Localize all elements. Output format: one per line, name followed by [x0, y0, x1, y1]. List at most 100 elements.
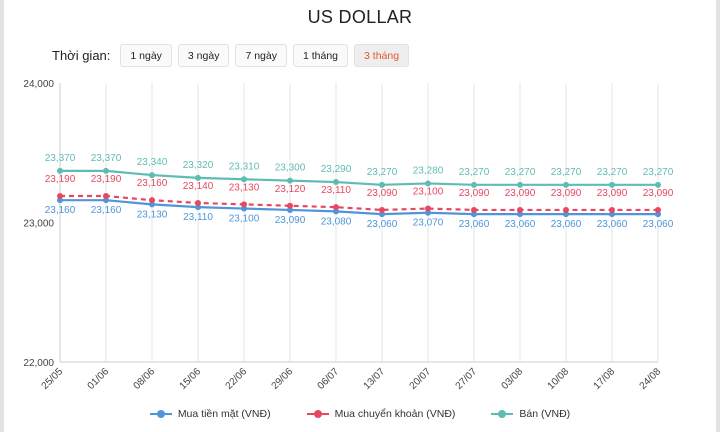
data-point-series-1	[563, 206, 569, 213]
legend-item-sell[interactable]: Bán (VNĐ)	[491, 408, 570, 420]
series-line-2	[60, 169, 658, 186]
data-label-series-1: 23,110	[321, 185, 351, 196]
data-point-series-1	[57, 192, 63, 199]
data-point-series-1	[517, 206, 523, 213]
page-title: US DOLLAR	[307, 7, 413, 27]
period-button-1-month[interactable]: 1 tháng	[292, 44, 349, 67]
period-button-3-months[interactable]: 3 tháng	[354, 44, 410, 67]
data-label-series-0: 23,060	[551, 219, 582, 230]
legend-swatch-cash-buy	[149, 410, 172, 418]
data-label-series-2: 23,300	[275, 163, 306, 174]
y-tick-label: 23,000	[23, 219, 54, 230]
data-label-series-2: 23,310	[229, 161, 260, 172]
data-label-series-2: 23,270	[505, 167, 536, 178]
data-point-series-0	[103, 197, 109, 204]
data-point-series-1	[103, 192, 109, 199]
legend-swatch-transfer-buy	[306, 410, 329, 418]
data-label-series-2: 23,270	[643, 167, 674, 178]
data-point-series-0	[241, 205, 247, 212]
y-tick-label: 22,000	[23, 358, 54, 369]
x-tick-label: 01/06	[86, 366, 112, 392]
data-label-series-2: 23,290	[321, 164, 352, 175]
data-label-series-1: 23,090	[367, 188, 398, 199]
data-point-series-2	[471, 181, 477, 188]
data-point-series-0	[425, 209, 431, 216]
data-point-series-1	[287, 202, 293, 209]
data-label-series-1: 23,090	[597, 188, 628, 199]
data-point-series-1	[241, 201, 247, 208]
data-label-series-1: 23,140	[183, 181, 214, 192]
legend-item-cash-buy[interactable]: Mua tiền mặt (VNĐ)	[149, 408, 271, 420]
period-button-3-days[interactable]: 3 ngày	[177, 44, 230, 67]
data-point-series-2	[149, 172, 155, 179]
period-button-7-days[interactable]: 7 ngày	[235, 44, 287, 67]
data-point-series-1	[425, 205, 431, 212]
x-tick-label: 03/08	[500, 366, 526, 392]
data-label-series-0: 23,060	[459, 219, 490, 230]
x-tick-label: 29/06	[270, 366, 296, 392]
x-tick-label: 10/08	[546, 366, 572, 392]
x-tick-label: 27/07	[454, 366, 480, 392]
data-label-series-1: 23,090	[505, 188, 536, 199]
period-selector: Thời gian: 1 ngày 3 ngày 7 ngày 1 tháng …	[52, 44, 410, 67]
data-label-series-1: 23,190	[45, 174, 76, 185]
data-label-series-2: 23,270	[551, 167, 582, 178]
data-point-series-0	[379, 211, 385, 218]
series-line-0	[60, 199, 658, 216]
data-point-series-2	[287, 177, 293, 184]
data-point-series-2	[517, 181, 523, 188]
data-point-series-1	[149, 197, 155, 204]
data-point-series-0	[57, 197, 63, 204]
data-point-series-2	[195, 174, 201, 181]
data-point-series-1	[379, 206, 385, 213]
data-point-series-2	[425, 180, 431, 187]
data-label-series-1: 23,090	[459, 188, 490, 199]
x-tick-label: 17/08	[592, 366, 618, 392]
data-label-series-0: 23,160	[45, 205, 76, 216]
data-label-series-1: 23,160	[137, 178, 168, 189]
y-tick-label: 24,000	[23, 79, 54, 90]
x-tick-label: 22/06	[224, 366, 250, 392]
x-tick-label: 13/07	[362, 366, 388, 392]
x-tick-label: 06/07	[316, 366, 342, 392]
data-label-series-2: 23,370	[45, 153, 76, 164]
legend-swatch-sell	[491, 410, 514, 418]
data-point-series-0	[609, 211, 615, 218]
data-label-series-0: 23,130	[137, 209, 168, 220]
x-tick-label: 20/07	[408, 366, 434, 392]
data-point-series-2	[379, 181, 385, 188]
data-point-series-2	[655, 181, 661, 188]
data-label-series-2: 23,270	[597, 167, 628, 178]
legend-label-sell: Bán (VNĐ)	[519, 408, 571, 420]
series-line-1	[60, 194, 658, 212]
data-label-series-1: 23,190	[91, 174, 122, 185]
period-button-1-day[interactable]: 1 ngày	[120, 44, 172, 67]
data-label-series-2: 23,340	[137, 157, 168, 168]
data-point-series-0	[333, 208, 339, 215]
data-label-series-0: 23,060	[597, 219, 628, 230]
data-point-series-1	[609, 206, 615, 213]
data-label-series-0: 23,060	[505, 219, 536, 230]
legend-label-transfer-buy: Mua chuyển khoản (VNĐ)	[334, 408, 456, 420]
data-point-series-2	[103, 167, 109, 174]
data-label-series-0: 23,100	[229, 214, 260, 225]
data-point-series-2	[333, 179, 339, 186]
data-label-series-0: 23,060	[367, 219, 398, 230]
data-label-series-0: 23,060	[643, 219, 674, 230]
data-point-series-2	[609, 181, 615, 188]
x-tick-label: 15/06	[178, 366, 204, 392]
data-label-series-2: 23,270	[459, 167, 490, 178]
data-label-series-2: 23,370	[91, 153, 122, 164]
legend-item-transfer-buy[interactable]: Mua chuyển khoản (VNĐ)	[306, 408, 456, 420]
data-point-series-0	[517, 211, 523, 218]
data-label-series-2: 23,320	[183, 160, 214, 171]
legend-label-cash-buy: Mua tiền mặt (VNĐ)	[177, 408, 271, 420]
data-label-series-1: 23,130	[229, 182, 260, 193]
data-point-series-1	[333, 204, 339, 211]
data-point-series-0	[195, 204, 201, 211]
data-point-series-0	[471, 211, 477, 218]
period-label: Thời gian:	[52, 48, 111, 63]
data-label-series-2: 23,280	[413, 165, 444, 176]
data-label-series-2: 23,270	[367, 167, 398, 178]
